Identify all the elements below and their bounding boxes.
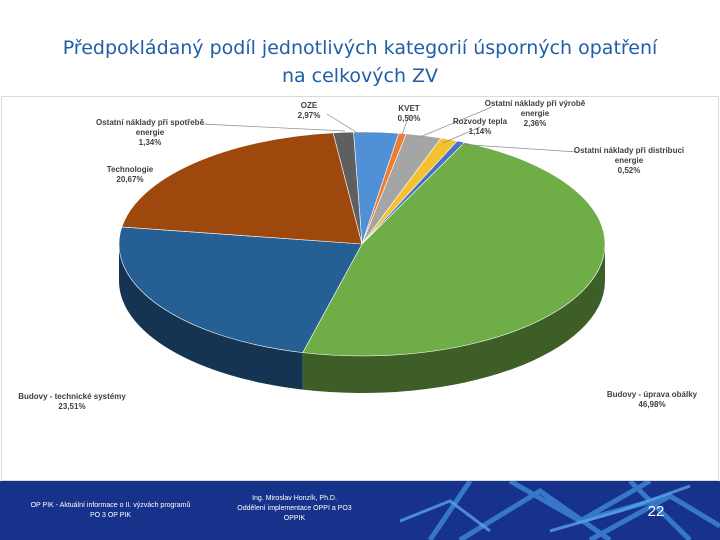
pie-chart: OZE 2,97% KVET 0,50% Ostatní náklady při výr… bbox=[18, 99, 697, 411]
pie-leader-line bbox=[326, 113, 365, 138]
pie-slice bbox=[302, 142, 606, 357]
pie-slice-value: 1,14% bbox=[469, 127, 492, 136]
footer-author-name: Ing. Miroslav Honzík, Ph.D. bbox=[252, 495, 337, 502]
pie-leader-line bbox=[442, 126, 481, 144]
pie-slice-name: Budovy - úprava obálky bbox=[607, 390, 698, 399]
pie-slice-name: Ostatní náklady při výrobě bbox=[485, 99, 586, 108]
pie-leader-line bbox=[456, 143, 578, 153]
pie-slice-label: Rozvody tepla 1,14% bbox=[453, 117, 508, 136]
pie-slice-label: Ostatní náklady při distribuci energie 0,5… bbox=[574, 146, 684, 175]
pie-slice-side bbox=[119, 244, 303, 390]
slide-title: Předpokládaný podíl jednotlivých kategor… bbox=[20, 34, 700, 90]
footer-author: Ing. Miroslav Honzík, Ph.D. Oddělení imp… bbox=[212, 494, 377, 524]
pie-chart-frame: OZE 2,97% KVET 0,50% Ostatní náklady při výr… bbox=[1, 96, 719, 481]
pie-slice bbox=[118, 226, 363, 353]
pie-slice-name: Ostatní náklady při distribuci bbox=[574, 146, 684, 155]
pie-slice-label: Budovy - technické systémy 23,51% bbox=[18, 392, 126, 411]
pie-slice-value: 0,50% bbox=[398, 114, 421, 123]
pie-slice-label: Budovy - úprava obálky 46,98% bbox=[607, 390, 698, 409]
slide-title-line-2: na celkových ZV bbox=[281, 65, 439, 87]
pie-top-layer bbox=[118, 131, 606, 357]
pie-leader-line bbox=[419, 106, 493, 138]
pie-slice-value: 23,51% bbox=[58, 402, 85, 411]
pie-slice-name: energie bbox=[615, 156, 644, 165]
pie-slice bbox=[332, 131, 363, 245]
pie-slice-name: Rozvody tepla bbox=[453, 117, 508, 126]
footer-author-program: OPPIK bbox=[283, 515, 306, 522]
pie-slice-value: 2,97% bbox=[298, 111, 321, 120]
footer-bar: OP PIK - Aktuální informace o II. výzvác… bbox=[0, 481, 720, 540]
footer-author-department: Oddělení implementace OPPI a PO3 bbox=[237, 505, 352, 512]
pie-slice-value: 0,52% bbox=[618, 166, 641, 175]
pie-slice-name: Ostatní náklady při spotřebě bbox=[96, 118, 205, 127]
footer-left-text: OP PIK - Aktuální informace o II. výzvác… bbox=[30, 502, 191, 519]
slide-title-line-1: Předpokládaný podíl jednotlivých kategor… bbox=[62, 37, 658, 59]
pie-slice-name: KVET bbox=[398, 104, 419, 113]
pie-slice-name: Technologie bbox=[107, 165, 154, 174]
pie-slice-value: 20,67% bbox=[116, 175, 143, 184]
pie-leader-line bbox=[201, 123, 346, 132]
pie-slice-label: OZE 2,97% bbox=[298, 101, 321, 120]
pie-slice-value: 2,36% bbox=[524, 119, 547, 128]
pie-leader-line bbox=[401, 114, 410, 136]
pie-slice bbox=[121, 132, 363, 245]
pie-slice-label: Technologie 20,67% bbox=[107, 165, 154, 184]
pie-slice-value: 1,34% bbox=[139, 138, 162, 147]
pie-slice-label: Ostatní náklady při spotřebě energie 1,34% bbox=[96, 118, 205, 147]
pie-slice-name: energie bbox=[521, 109, 550, 118]
page-number: 22 bbox=[647, 503, 665, 520]
footer-network-decoration bbox=[399, 481, 720, 540]
pie-label-layer: OZE 2,97% KVET 0,50% Ostatní náklady při výr… bbox=[18, 99, 697, 411]
pie-slice-value: 46,98% bbox=[638, 400, 665, 409]
pie-slice-label: Ostatní náklady při výrobě energie 2,36% bbox=[485, 99, 586, 128]
pie-slice-label: KVET 0,50% bbox=[398, 104, 421, 123]
pie-slice-name: OZE bbox=[301, 101, 318, 110]
pie-slice-name: Budovy - technické systémy bbox=[18, 392, 126, 401]
pie-slice-name: energie bbox=[136, 128, 165, 137]
